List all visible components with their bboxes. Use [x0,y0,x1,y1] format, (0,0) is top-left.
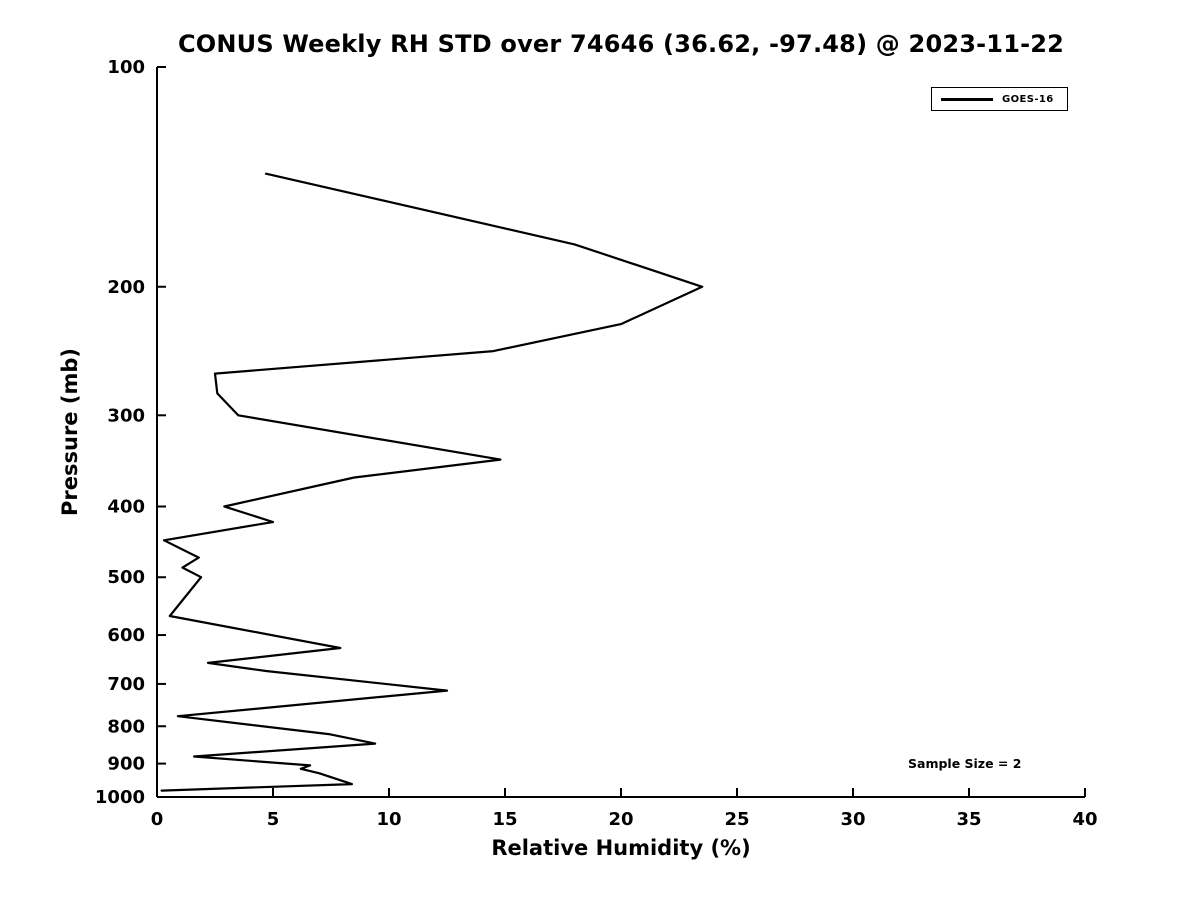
x-tick-label: 0 [151,809,164,830]
sample-size-annotation: Sample Size = 2 [908,756,1022,771]
x-tick-label: 30 [840,809,865,830]
y-tick-label: 900 [107,754,145,775]
y-tick-label: 800 [107,716,145,737]
y-tick-label: 500 [107,567,145,588]
x-tick-label: 10 [376,809,401,830]
y-tick-label: 400 [107,497,145,518]
y-tick-label: 300 [107,405,145,426]
x-tick-label: 15 [492,809,517,830]
x-tick-label: 5 [267,809,280,830]
x-tick-label: 20 [608,809,633,830]
y-tick-label: 700 [107,674,145,695]
legend: GOES-16 [931,87,1068,111]
x-tick-label: 40 [1072,809,1097,830]
legend-line-sample [941,97,993,101]
y-tick-label: 1000 [95,787,145,808]
legend-label-goes-16: GOES-16 [1002,93,1054,105]
x-axis-label: Relative Humidity (%) [491,836,751,860]
chart-title: CONUS Weekly RH STD over 74646 (36.62, -… [177,30,1065,58]
x-tick-label: 25 [724,809,749,830]
y-tick-label: 100 [107,57,145,78]
goes-16-line [160,172,704,792]
x-tick-label: 35 [956,809,981,830]
y-tick-label: 200 [107,277,145,298]
y-tick-label: 600 [107,625,145,646]
